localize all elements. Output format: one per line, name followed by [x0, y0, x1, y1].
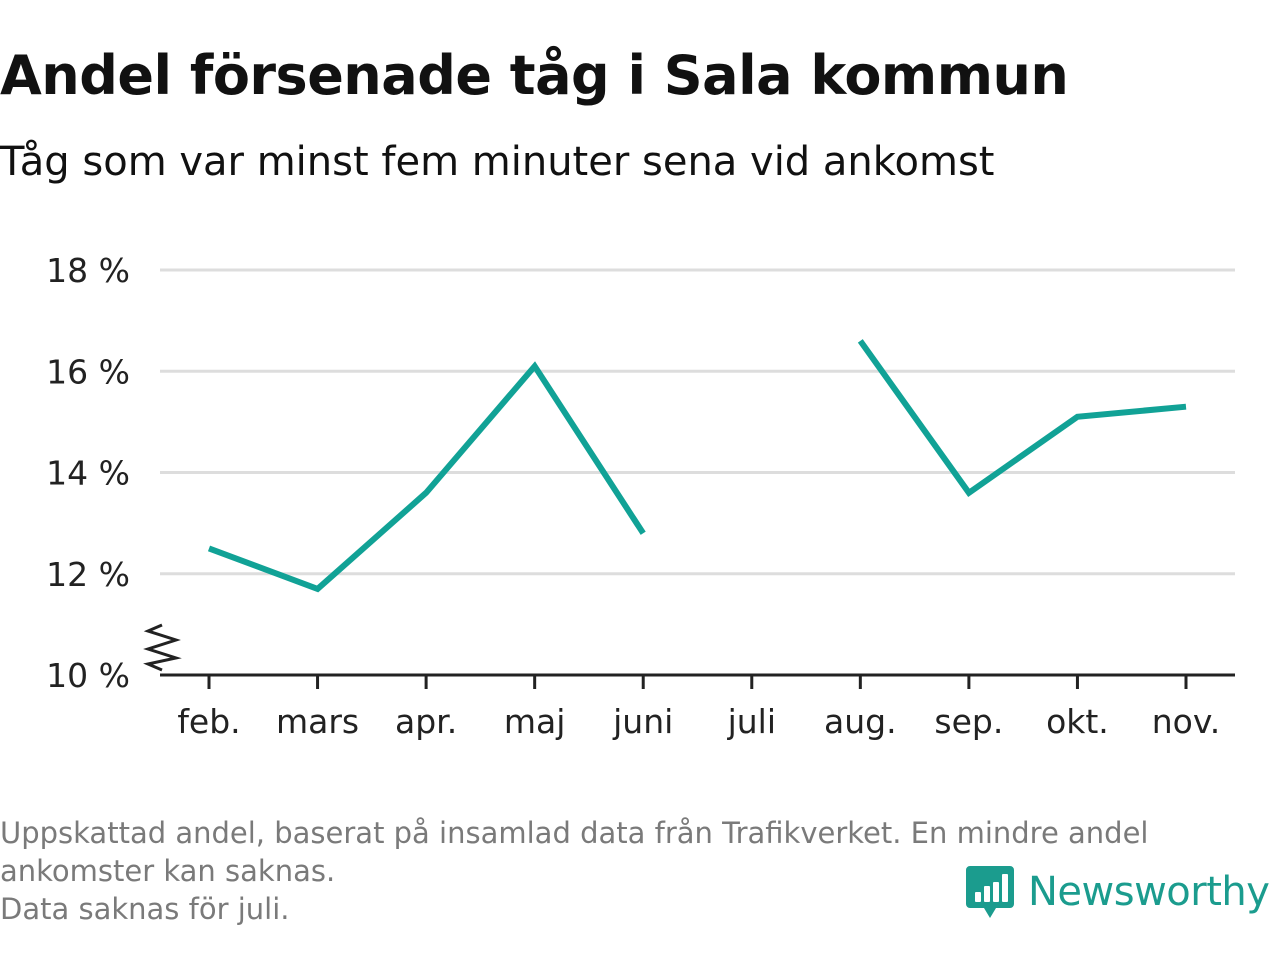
brand-logo[interactable]: Newsworthy	[964, 862, 1270, 922]
gridlines	[160, 268, 1235, 576]
x-tick-label: feb.	[177, 702, 240, 741]
x-tick-label: sep.	[934, 702, 1003, 741]
x-tick-label: juli	[727, 702, 776, 741]
x-tick-label: nov.	[1152, 702, 1221, 741]
y-tick-label: 12 %	[46, 555, 130, 594]
footnote-line-3: Data saknas för juli.	[0, 892, 290, 926]
footnote-line-2: ankomster kan saknas.	[0, 854, 336, 888]
x-tick-label: juni	[612, 702, 673, 741]
x-tick-label: aug.	[824, 702, 897, 741]
bar-chart-speech-bubble-icon	[966, 866, 1014, 918]
axis-break-mark	[143, 623, 182, 672]
x-tick-label: mars	[276, 702, 359, 741]
series-lines	[207, 339, 1187, 593]
series-line-segment	[207, 361, 646, 593]
footnote-line-1: Uppskattad andel, baserat på insamlad da…	[0, 816, 1149, 850]
chart-title: Andel försenade tåg i Sala kommun	[0, 44, 1069, 107]
y-tick-label: 10 %	[46, 656, 130, 695]
x-axis-ticks: feb. mars apr. maj juni juli aug. sep. okt. nov.	[177, 675, 1220, 741]
series-line-segment	[857, 339, 1187, 497]
chart-subtitle: Tåg som var minst fem minuter sena vid a…	[0, 139, 995, 185]
y-axis-ticks: 10 % 12 % 14 % 16 % 18 %	[46, 251, 130, 695]
x-tick-label: maj	[504, 702, 566, 741]
x-tick-label: apr.	[395, 702, 457, 741]
footnote: Uppskattad andel, baserat på insamlad da…	[0, 814, 1270, 928]
line-chart: 10 % 12 % 14 % 16 % 18 % feb. mars apr. maj juni…	[46, 251, 1235, 741]
y-tick-label: 18 %	[46, 251, 130, 290]
x-axis	[143, 623, 1235, 677]
y-tick-label: 16 %	[46, 352, 130, 391]
brand-name: Newsworthy	[1028, 869, 1270, 915]
x-tick-label: okt.	[1046, 702, 1109, 741]
y-tick-label: 14 %	[46, 454, 130, 493]
